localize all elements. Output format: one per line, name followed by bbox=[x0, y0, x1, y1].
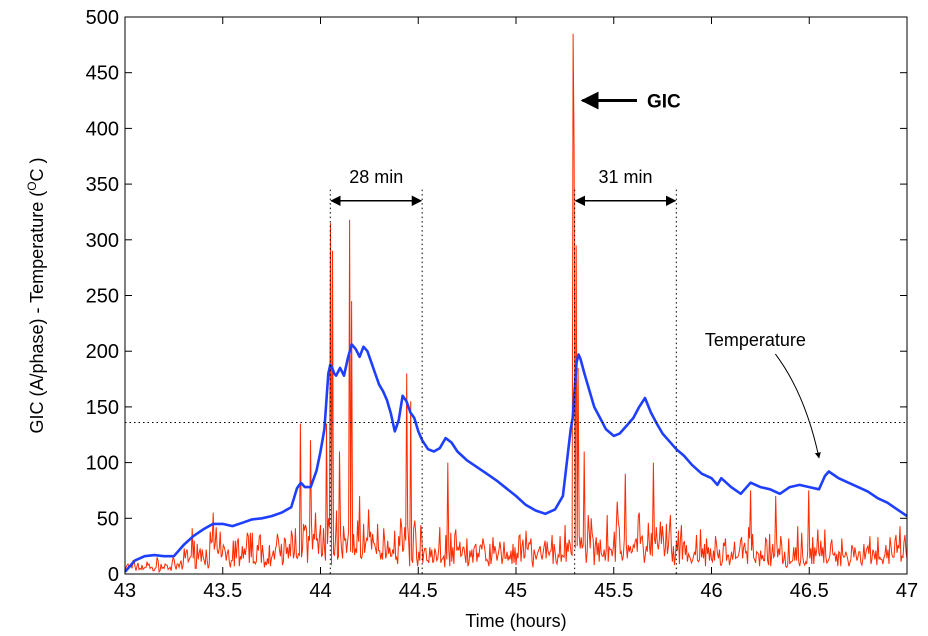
x-tick-label: 46 bbox=[700, 580, 722, 602]
y-tick-label: 150 bbox=[86, 397, 119, 419]
y-tick-label: 500 bbox=[86, 7, 119, 29]
temperature-pointer-arrow bbox=[775, 353, 821, 459]
temperature-series-line bbox=[124, 343, 908, 573]
y-axis-title: GIC (A/phase) - Temperature (OC ) bbox=[25, 157, 47, 433]
y-tick-label: 350 bbox=[86, 174, 119, 196]
y-axis-title-degree: O bbox=[25, 181, 39, 190]
gic-series-line bbox=[124, 33, 908, 573]
x-tick-label: 43 bbox=[114, 580, 136, 602]
x-tick-label: 43.5 bbox=[203, 580, 242, 602]
axis-ticks: 43 43.5 44 44.5 45 45.5 46 46.5 47 0 50 100 150 200 25… bbox=[86, 7, 919, 602]
y-axis-title-unit: C ) bbox=[27, 157, 47, 181]
x-tick-label: 47 bbox=[896, 580, 918, 602]
y-tick-label: 300 bbox=[86, 230, 119, 252]
gic-series-label: GIC bbox=[647, 92, 681, 113]
y-tick-label: 100 bbox=[86, 453, 119, 475]
y-tick-label: 400 bbox=[86, 118, 119, 140]
x-tick-label: 45 bbox=[505, 580, 527, 602]
plot-area bbox=[124, 33, 908, 573]
axes-frame bbox=[124, 16, 908, 575]
y-tick-label: 450 bbox=[86, 63, 119, 85]
interval-1-label: 28 min bbox=[349, 167, 403, 187]
y-tick-label: 250 bbox=[86, 286, 119, 308]
x-tick-label: 44.5 bbox=[399, 580, 438, 602]
y-axis-title-main: GIC (A/phase) - Temperature ( bbox=[27, 191, 47, 434]
x-tick-label: 44 bbox=[309, 580, 331, 602]
x-tick-label: 46.5 bbox=[790, 580, 829, 602]
x-axis-title: Time (hours) bbox=[465, 611, 566, 631]
annotations: 28 min 31 min GIC Temperature bbox=[329, 91, 821, 574]
temperature-series-label: Temperature bbox=[705, 330, 806, 350]
y-tick-label: 200 bbox=[86, 341, 119, 363]
interval-2-label: 31 min bbox=[598, 167, 652, 187]
y-tick-label: 50 bbox=[97, 508, 119, 530]
y-tick-label: 0 bbox=[108, 564, 119, 586]
x-tick-label: 45.5 bbox=[594, 580, 633, 602]
